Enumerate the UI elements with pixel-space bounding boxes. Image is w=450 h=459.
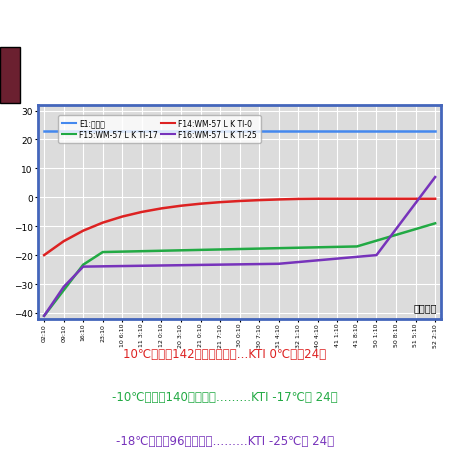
- Text: 経過時間: 経過時間: [414, 302, 437, 313]
- Text: 「キープサーモアイス」と併用した場合の保冷能力（25℃時）: 「キープサーモアイス」と併用した場合の保冷能力（25℃時）: [7, 17, 232, 31]
- FancyBboxPatch shape: [0, 48, 20, 103]
- Text: -18℃以下を96時間維持………KTI -25℃用 24個: -18℃以下を96時間維持………KTI -25℃用 24個: [116, 434, 334, 447]
- Legend: E1:恒温室, F15:WM-57 L K TI-17, F14:WM-57 L K TI-0, F16:WM-57 L K TI-25: E1:恒温室, F15:WM-57 L K TI-17, F14:WM-57 L…: [58, 116, 261, 143]
- Text: ボックス：KTB－WM－57L: ボックス：KTB－WM－57L: [32, 64, 280, 88]
- Text: -10℃以下を140時間維持………KTI -17℃用 24個: -10℃以下を140時間維持………KTI -17℃用 24個: [112, 390, 338, 403]
- Text: 10℃以下を142時間以上維持…KTI 0℃用　24個: 10℃以下を142時間以上維持…KTI 0℃用 24個: [123, 347, 327, 360]
